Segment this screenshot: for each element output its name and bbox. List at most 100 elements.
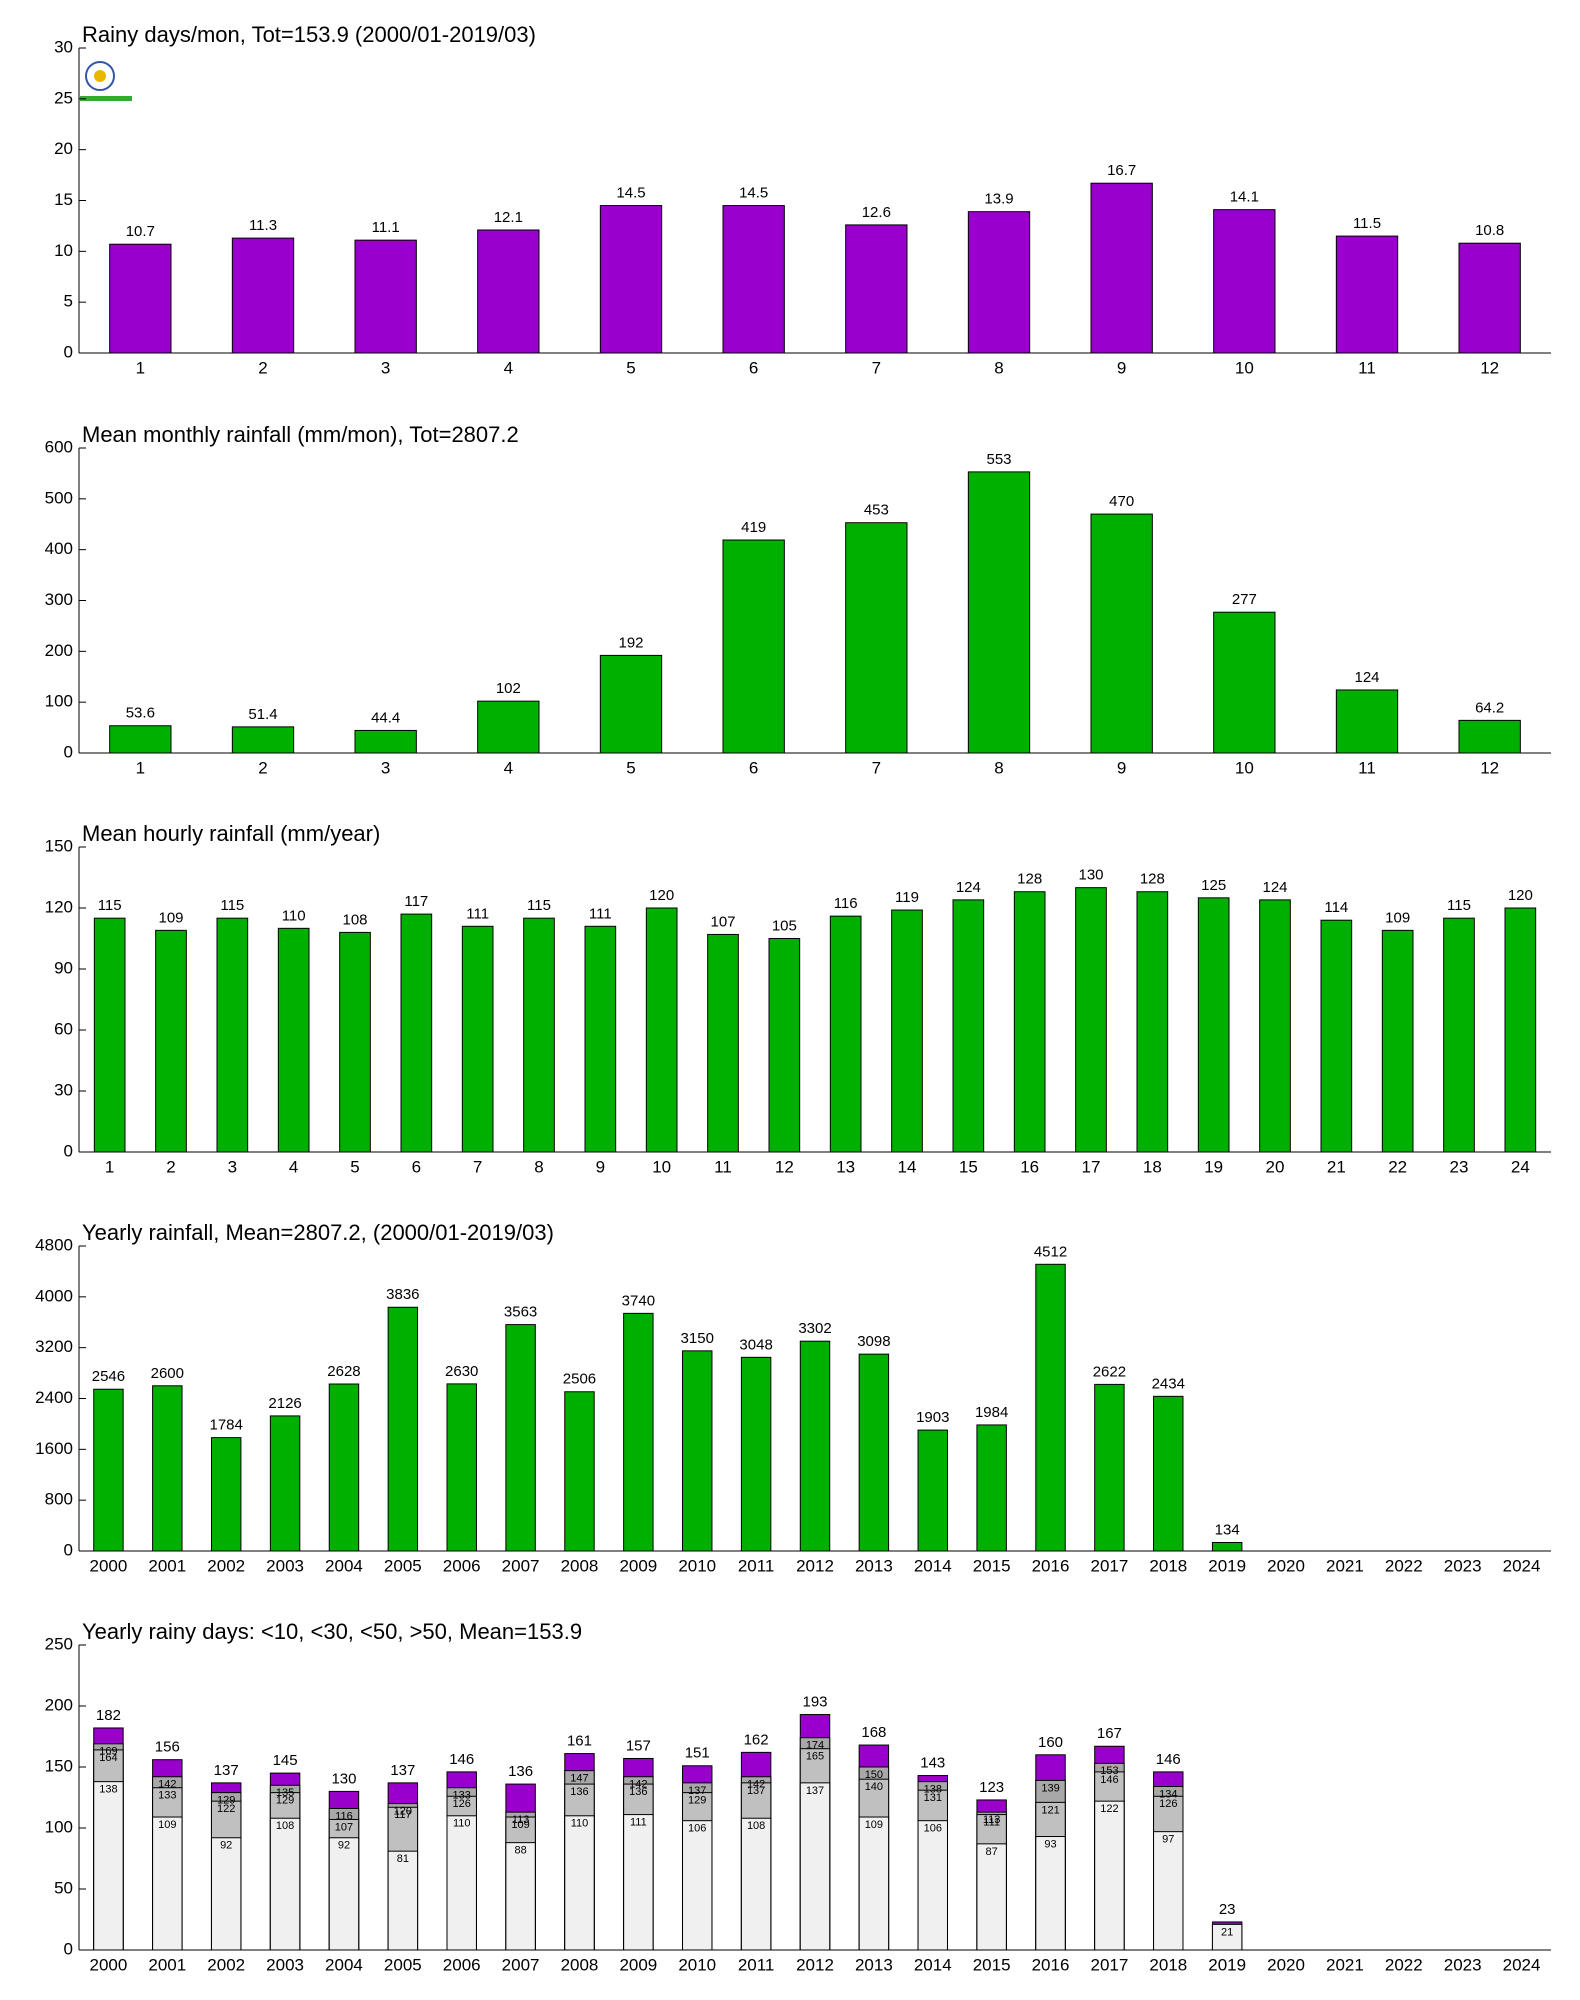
y-tick-label: 150: [45, 1756, 73, 1775]
bar: [891, 909, 923, 1153]
bar: [387, 1306, 419, 1552]
x-tick-label: 14: [898, 1157, 917, 1176]
bar: [917, 1820, 948, 1951]
y-tick-label: 100: [45, 692, 73, 711]
value-label: 16.7: [1107, 162, 1136, 179]
value-label: 93: [1044, 1838, 1056, 1850]
bar: [109, 725, 172, 754]
x-tick-label: 8: [534, 1157, 543, 1176]
value-label: 1903: [916, 1409, 949, 1426]
value-label: 107: [710, 913, 735, 930]
x-tick-label: 2024: [1503, 1556, 1541, 1575]
value-label: 120: [1508, 887, 1533, 904]
value-label: 137: [806, 1785, 824, 1797]
bar: [799, 1782, 831, 1951]
value-label: 44.4: [371, 709, 400, 726]
x-tick-label: 2022: [1385, 1955, 1423, 1974]
x-tick-label: 4: [289, 1157, 298, 1176]
bar: [446, 1815, 477, 1951]
value-label: 146: [1100, 1774, 1118, 1786]
bar: [1153, 1395, 1184, 1552]
value-label: 137: [214, 1762, 239, 1779]
bar: [845, 224, 908, 354]
bar: [216, 917, 249, 1153]
value-label: 14.1: [1230, 189, 1259, 206]
bar: [740, 1356, 772, 1552]
value-label: 23: [1219, 1901, 1236, 1918]
x-tick-label: 2021: [1326, 1955, 1364, 1974]
value-label: 106: [688, 1823, 706, 1835]
value-label: 2546: [92, 1368, 125, 1385]
value-label: 92: [220, 1840, 232, 1852]
bar: [967, 471, 1031, 754]
value-label: 53.6: [126, 705, 155, 722]
value-label: 129: [688, 1795, 706, 1807]
value-label: 182: [96, 1707, 121, 1724]
y-tick-label: 600: [45, 437, 73, 456]
y-tick-label: 0: [64, 342, 73, 361]
bar: [768, 938, 801, 1153]
value-label: 121: [1041, 1804, 1059, 1816]
value-label: 130: [1078, 867, 1103, 884]
bar: [231, 726, 295, 754]
x-tick-label: 12: [775, 1157, 794, 1176]
value-label: 64.2: [1475, 699, 1504, 716]
x-tick-label: 8: [994, 758, 1003, 777]
value-label: 136: [508, 1763, 533, 1780]
y-tick-label: 0: [64, 1141, 73, 1160]
x-tick-label: 2006: [443, 1556, 481, 1575]
x-tick-label: 20: [1266, 1157, 1285, 1176]
x-tick-label: 2015: [973, 1955, 1011, 1974]
bar: [1211, 1923, 1243, 1951]
bar: [799, 1340, 831, 1552]
bar: [155, 929, 187, 1153]
bar: [858, 1816, 890, 1951]
bar: [505, 1842, 536, 1951]
x-tick-label: 2021: [1326, 1556, 1364, 1575]
y-tick-label: 200: [45, 641, 73, 660]
x-tick-label: 6: [749, 358, 758, 377]
value-label: 1984: [975, 1404, 1008, 1421]
bar: [682, 1350, 713, 1552]
value-label: 110: [453, 1818, 471, 1830]
bar: [1035, 1836, 1066, 1951]
bar: [1458, 719, 1521, 754]
x-tick-label: 2004: [325, 1955, 363, 1974]
x-tick-label: 4: [504, 358, 513, 377]
y-tick-label: 150: [45, 836, 73, 855]
bar: [387, 1850, 419, 1951]
bar: [1504, 907, 1537, 1153]
bar: [829, 915, 862, 1153]
value-label: 453: [864, 502, 889, 519]
x-tick-label: 2: [258, 758, 267, 777]
x-tick-label: 23: [1450, 1157, 1469, 1176]
value-label: 126: [453, 1798, 471, 1810]
value-label: 13.9: [984, 191, 1013, 208]
value-label: 3836: [386, 1286, 419, 1303]
x-tick-label: 2011: [738, 1556, 775, 1575]
y-tick-label: 400: [45, 539, 73, 558]
y-tick-label: 2400: [35, 1388, 73, 1407]
value-label: 21: [1221, 1926, 1233, 1938]
x-tick-label: 8: [994, 358, 1003, 377]
value-label: 133: [158, 1790, 176, 1802]
value-label: 109: [158, 909, 183, 926]
value-label: 2126: [268, 1395, 301, 1412]
value-label: 2630: [445, 1363, 478, 1380]
value-label: 120: [649, 887, 674, 904]
value-label: 134: [1159, 1788, 1177, 1800]
bar: [269, 1817, 301, 1951]
bar: [1443, 917, 1475, 1153]
bar: [707, 933, 739, 1153]
value-label: 3563: [504, 1304, 537, 1321]
logo: [80, 61, 132, 101]
value-label: 174: [806, 1740, 824, 1752]
value-label: 135: [276, 1787, 294, 1799]
x-tick-label: 11: [714, 1157, 732, 1176]
value-label: 142: [747, 1779, 765, 1791]
value-label: 111: [466, 905, 489, 922]
value-label: 140: [865, 1781, 883, 1793]
value-label: 11.3: [249, 217, 277, 234]
value-label: 124: [956, 879, 981, 896]
value-label: 150: [865, 1769, 883, 1781]
